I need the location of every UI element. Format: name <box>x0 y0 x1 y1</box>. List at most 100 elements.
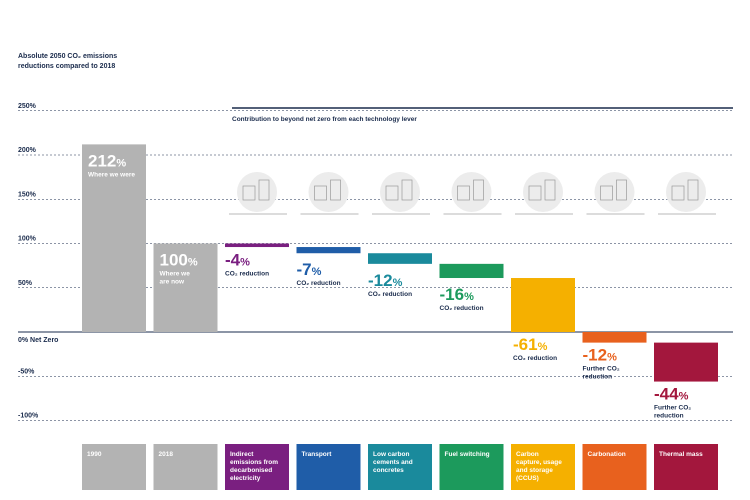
building-shape <box>330 179 341 201</box>
building-shape <box>457 185 470 201</box>
building-shape <box>385 185 399 201</box>
building-shape <box>671 185 685 201</box>
bar <box>225 243 289 248</box>
building-shape <box>401 179 413 201</box>
value-label: -44% <box>654 385 689 404</box>
category-label: Thermal mass <box>659 451 703 458</box>
category-label: Fuel switching <box>445 451 490 458</box>
y-tick-label: -50% <box>18 368 35 375</box>
bar <box>153 243 218 332</box>
illustration-backdrop <box>308 172 349 212</box>
bar <box>582 332 647 343</box>
chart-title-line-1: Absolute 2050 CO₂ emissions <box>18 53 117 60</box>
building-shape <box>258 179 270 201</box>
category-label: Low carbon <box>373 451 410 458</box>
illustration-backdrop <box>666 172 706 212</box>
category-label: Carbonation <box>588 451 626 458</box>
bar <box>654 342 718 382</box>
sub-label: Further CO₂ <box>583 366 620 373</box>
technology-illustration <box>229 172 287 215</box>
category-box <box>296 444 361 490</box>
sub-label: CO₂ reduction <box>225 271 269 278</box>
category-label: 2018 <box>159 451 174 458</box>
sub-label: are now <box>160 279 186 286</box>
building-shape <box>242 185 256 201</box>
category-label: capture, usage <box>516 459 562 466</box>
value-label: 100% <box>160 251 198 270</box>
illustration-backdrop <box>523 172 563 212</box>
bar <box>511 278 575 332</box>
sub-label: Further CO₂ <box>654 405 691 412</box>
illustration-backdrop <box>451 172 492 212</box>
bar <box>296 247 361 254</box>
y-tick-label: 50% <box>18 280 33 287</box>
building-shape <box>544 179 556 201</box>
sub-label: reduction <box>583 374 613 381</box>
y-tick-label: 150% <box>18 191 37 198</box>
y-tick-label: 200% <box>18 147 37 154</box>
category-label: and storage <box>516 467 553 474</box>
y-tick-label: 250% <box>18 103 37 110</box>
category-label: 1990 <box>87 451 102 458</box>
bar <box>439 263 504 279</box>
illustration-backdrop <box>380 172 420 212</box>
sub-label: CO₂ reduction <box>440 305 484 312</box>
category-box <box>582 444 647 490</box>
sub-label: reduction <box>654 413 684 420</box>
technology-illustration <box>300 172 359 215</box>
category-label: Carbon <box>516 451 539 458</box>
category-label: emissions from <box>230 459 278 466</box>
building-shape <box>600 185 613 201</box>
technology-icons <box>229 172 716 215</box>
bar <box>368 253 432 264</box>
bars <box>82 144 718 382</box>
y-tick-label: 100% <box>18 236 37 243</box>
building-shape <box>473 179 484 201</box>
bar <box>82 144 146 332</box>
technology-illustration <box>586 172 645 215</box>
technology-illustration <box>443 172 502 215</box>
technology-illustration <box>658 172 716 215</box>
contribution-subtitle: Contribution to beyond net zero from eac… <box>232 116 417 123</box>
building-shape <box>314 185 327 201</box>
value-label: 212% <box>88 151 126 170</box>
sub-label: CO₂ reduction <box>297 280 341 287</box>
value-label: -61% <box>513 335 548 354</box>
chart-title-line-2: reductions compared to 2018 <box>18 63 115 70</box>
illustration-backdrop <box>594 172 635 212</box>
category-box <box>225 444 289 490</box>
y-tick-label: -100% <box>18 413 39 420</box>
building-shape <box>528 185 542 201</box>
category-box <box>153 444 218 490</box>
sub-label: CO₂ reduction <box>513 355 557 362</box>
illustration-backdrop <box>237 172 277 212</box>
category-label: Transport <box>302 451 333 458</box>
y-tick-label: 0% Net Zero <box>18 337 58 344</box>
technology-illustration <box>515 172 573 215</box>
sub-label: Where we were <box>88 171 135 178</box>
building-shape <box>616 179 627 201</box>
category-box <box>511 444 575 490</box>
category-box <box>439 444 504 490</box>
value-label: -12% <box>583 346 618 365</box>
category-label: electricity <box>230 475 261 482</box>
category-label: decarbonised <box>230 467 272 474</box>
building-shape <box>687 179 699 201</box>
sub-label: CO₂ reduction <box>368 291 412 298</box>
value-label: -4% <box>225 251 250 270</box>
category-box <box>654 444 718 490</box>
category-label: cements and <box>373 459 413 466</box>
category-box <box>368 444 432 490</box>
value-label: -7% <box>297 260 322 279</box>
category-label: Indirect <box>230 451 254 458</box>
technology-illustration <box>372 172 430 215</box>
value-label: -16% <box>440 285 475 304</box>
sub-label: Where we <box>160 271 191 278</box>
category-label: (CCUS) <box>516 475 539 482</box>
value-label: -12% <box>368 271 403 290</box>
category-label: concretes <box>373 467 404 474</box>
category-box <box>82 444 146 490</box>
